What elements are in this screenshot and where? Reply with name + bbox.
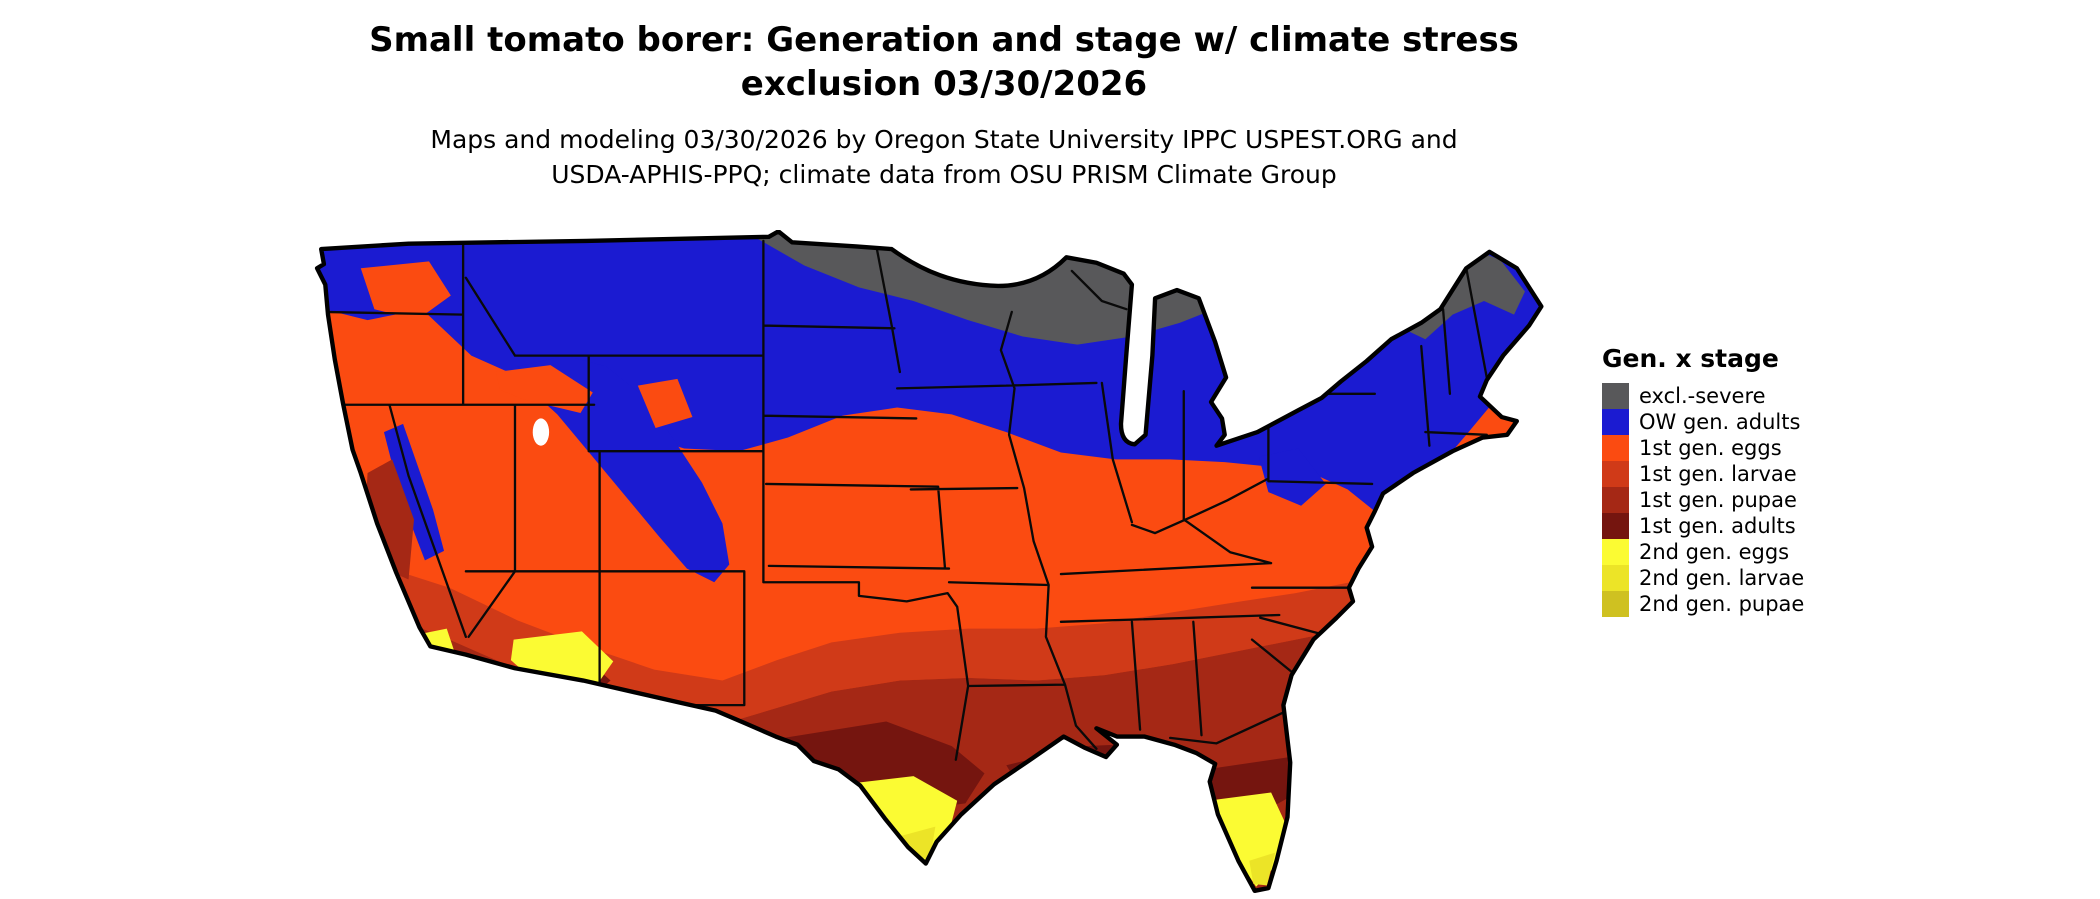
region-2nd-gen-pupae bbox=[1194, 886, 1243, 891]
legend-item-1st-gen-pupae: 1st gen. pupae bbox=[1602, 487, 1804, 513]
legend-label-1st-gen-larvae: 1st gen. larvae bbox=[1639, 462, 1797, 486]
legend-label-1st-gen-adults: 1st gen. adults bbox=[1639, 514, 1796, 538]
us-outline bbox=[314, 230, 1544, 893]
map-header: Small tomato borer: Generation and stage… bbox=[369, 18, 1519, 192]
legend-item-1st-gen-larvae: 1st gen. larvae bbox=[1602, 461, 1804, 487]
region-2nd-gen-larvae bbox=[899, 826, 1276, 886]
title-line-2: exclusion 03/30/2026 bbox=[740, 64, 1148, 104]
subtitle-line-2: USDA-APHIS-PPQ; climate data from OSU PR… bbox=[551, 160, 1337, 189]
us-map-svg bbox=[314, 230, 1544, 893]
legend-items: excl.-severe OW gen. adults 1st gen. egg… bbox=[1602, 383, 1804, 617]
legend-label-2nd-gen-larvae: 2nd gen. larvae bbox=[1639, 566, 1805, 590]
title-line-1: Small tomato borer: Generation and stage… bbox=[369, 20, 1519, 60]
legend: Gen. x stage excl.-severe OW gen. adults… bbox=[1602, 344, 1804, 617]
map-fill-layers bbox=[317, 231, 1542, 891]
legend-item-1st-gen-adults: 1st gen. adults bbox=[1602, 513, 1804, 539]
legend-item-ow-gen-adults: OW gen. adults bbox=[1602, 409, 1804, 435]
legend-swatch-1st-gen-eggs bbox=[1602, 435, 1629, 461]
legend-item-excl-severe: excl.-severe bbox=[1602, 383, 1804, 409]
legend-swatch-1st-gen-adults bbox=[1602, 513, 1629, 539]
legend-label-2nd-gen-pupae: 2nd gen. pupae bbox=[1639, 592, 1805, 616]
region-eggs-basins-west bbox=[360, 261, 693, 428]
legend-label-1st-gen-pupae: 1st gen. pupae bbox=[1639, 488, 1797, 512]
legend-label-ow-gen-adults: OW gen. adults bbox=[1639, 410, 1801, 434]
legend-label-2nd-gen-eggs: 2nd gen. eggs bbox=[1639, 540, 1790, 564]
legend-swatch-ow-gen-adults bbox=[1602, 409, 1629, 435]
legend-label-excl-severe: excl.-severe bbox=[1639, 384, 1766, 408]
legend-label-1st-gen-eggs: 1st gen. eggs bbox=[1639, 436, 1782, 460]
us-generation-stage-map bbox=[313, 230, 1555, 899]
legend-swatch-excl-severe bbox=[1602, 383, 1629, 409]
great-salt-lake bbox=[532, 418, 550, 446]
legend-swatch-2nd-gen-pupae bbox=[1602, 591, 1629, 617]
legend-swatch-1st-gen-pupae bbox=[1602, 487, 1629, 513]
page-subtitle: Maps and modeling 03/30/2026 by Oregon S… bbox=[369, 122, 1519, 192]
legend-swatch-1st-gen-larvae bbox=[1602, 461, 1629, 487]
legend-title: Gen. x stage bbox=[1602, 344, 1779, 373]
page-title: Small tomato borer: Generation and stage… bbox=[369, 18, 1519, 106]
legend-swatch-2nd-gen-larvae bbox=[1602, 565, 1629, 591]
legend-item-2nd-gen-eggs: 2nd gen. eggs bbox=[1602, 539, 1804, 565]
subtitle-line-1: Maps and modeling 03/30/2026 by Oregon S… bbox=[430, 125, 1458, 154]
legend-item-2nd-gen-pupae: 2nd gen. pupae bbox=[1602, 591, 1804, 617]
legend-item-1st-gen-eggs: 1st gen. eggs bbox=[1602, 435, 1804, 461]
legend-swatch-2nd-gen-eggs bbox=[1602, 539, 1629, 565]
legend-item-2nd-gen-larvae: 2nd gen. larvae bbox=[1602, 565, 1804, 591]
